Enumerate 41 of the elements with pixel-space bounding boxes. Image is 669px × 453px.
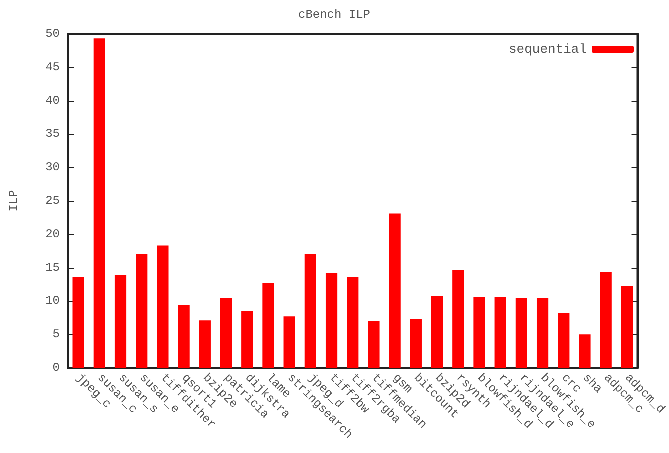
bar <box>284 316 296 368</box>
bar <box>157 246 169 368</box>
y-tick-label: 0 <box>52 361 60 375</box>
bar <box>72 277 84 368</box>
bar <box>621 286 634 368</box>
y-tick-label: 5 <box>52 328 60 342</box>
bar <box>262 283 274 368</box>
y-tick-label: 10 <box>46 294 60 308</box>
y-tick-label: 35 <box>46 127 60 142</box>
bar <box>326 273 338 368</box>
y-tick-label: 25 <box>46 194 60 208</box>
bar <box>368 321 380 368</box>
bar <box>600 272 612 368</box>
bar <box>474 297 486 368</box>
y-axis-title: ILP <box>7 190 21 212</box>
bar <box>94 38 106 368</box>
y-tick-label: 30 <box>46 160 60 175</box>
chart-title: cBench ILP <box>298 8 371 22</box>
bar <box>347 277 359 368</box>
bar <box>410 319 422 368</box>
bar <box>536 298 549 368</box>
bar <box>199 320 211 368</box>
bar <box>431 296 444 368</box>
y-tick-label: 15 <box>46 260 60 275</box>
bar <box>220 298 232 368</box>
bar <box>579 334 591 368</box>
bar <box>558 313 570 368</box>
bar <box>242 311 254 368</box>
legend-label: sequential <box>508 42 588 57</box>
bar <box>114 275 127 368</box>
bar <box>516 298 528 368</box>
bar <box>304 254 316 368</box>
y-tick-label: 45 <box>46 60 60 74</box>
bar <box>178 305 190 368</box>
bar <box>136 254 148 368</box>
bar <box>452 270 464 368</box>
y-tick-label: 50 <box>46 27 60 41</box>
bar <box>494 297 506 368</box>
y-tick-label: 40 <box>46 94 60 108</box>
y-tick-label: 20 <box>46 227 60 242</box>
bar <box>389 214 401 368</box>
